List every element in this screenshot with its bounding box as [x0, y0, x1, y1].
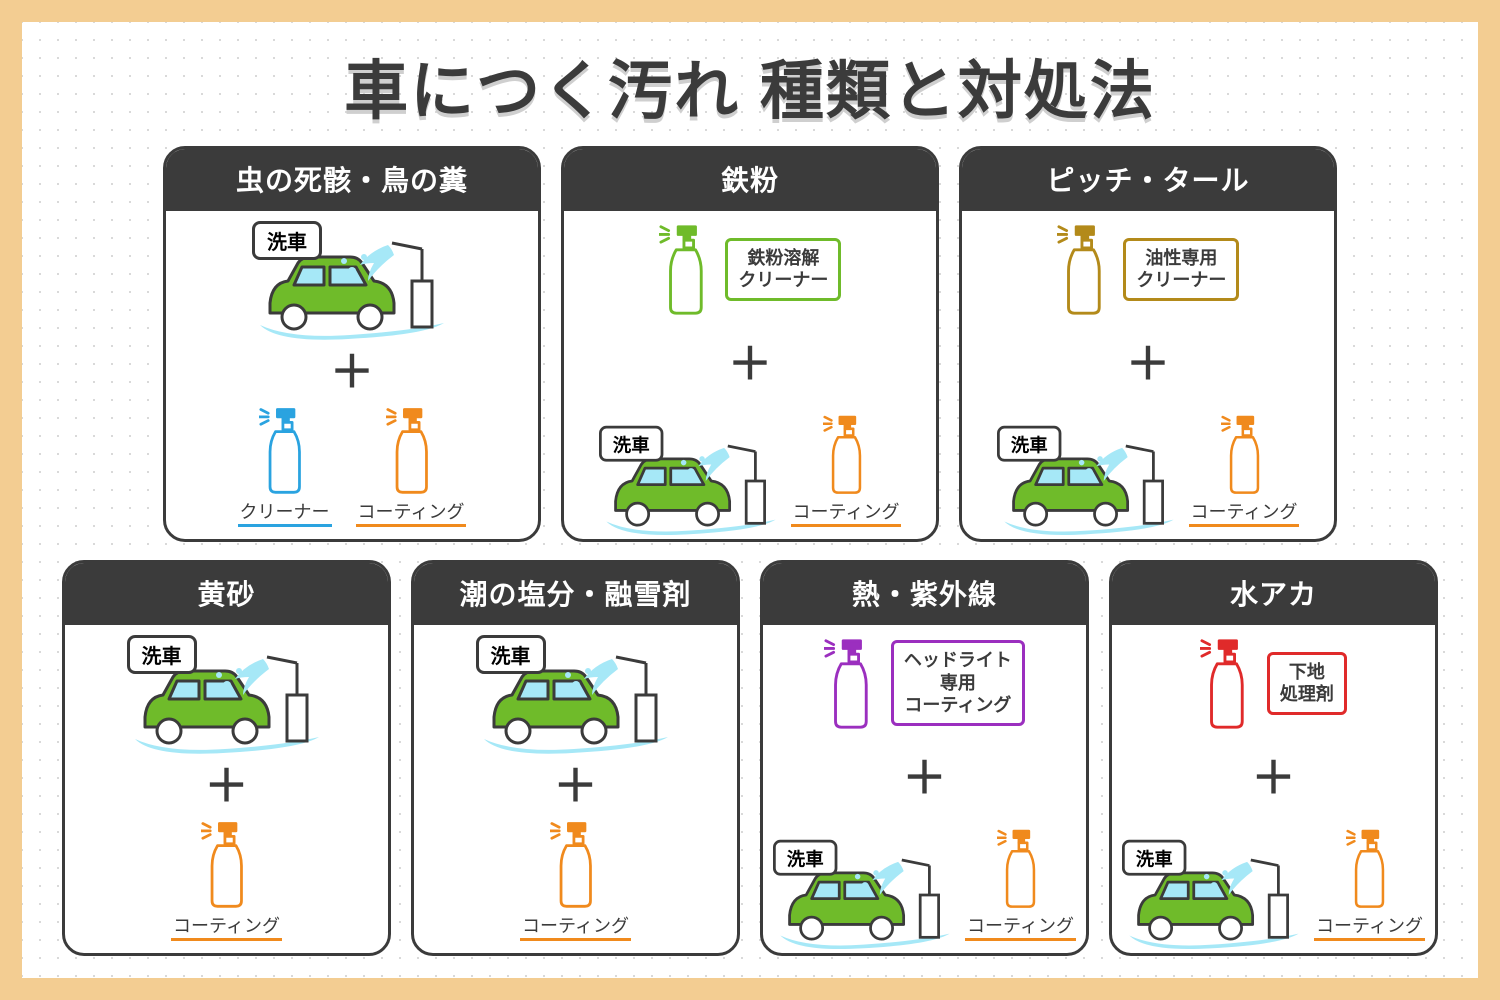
- spray-tag-block: 油性専用クリーナー: [1057, 221, 1240, 317]
- card-body: 洗車 ＋: [166, 211, 538, 539]
- spray-label: コーティング: [356, 498, 467, 527]
- spray-bottle-icon: [550, 818, 601, 910]
- bottom-wash-plus-spray: 洗車: [976, 412, 1320, 527]
- plus-icon: ＋: [554, 765, 598, 809]
- card-iron: 鉄粉 鉄粉溶解クリーナー ＋ 洗車: [561, 146, 939, 542]
- spray-bottle-icon: [997, 826, 1043, 910]
- wash-badge: 洗車: [599, 426, 663, 462]
- car-wash-block: 洗車: [599, 426, 765, 527]
- cleaner-tag: ヘッドライト専用コーティング: [891, 640, 1025, 726]
- rows: 虫の死骸・鳥の糞 洗車 ＋: [62, 146, 1438, 956]
- cleaner-tag: 油性専用クリーナー: [1123, 238, 1239, 301]
- bottom-one-spray: コーティング: [79, 818, 374, 941]
- wash-badge: 洗車: [252, 221, 322, 260]
- wash-badge: 洗車: [1122, 840, 1186, 876]
- spray-tag-block: 下地処理剤: [1200, 635, 1347, 731]
- plus-icon: ＋: [728, 343, 772, 387]
- cleaner-tag: 鉄粉溶解クリーナー: [725, 238, 841, 301]
- spray-with-label: コーティング: [965, 826, 1076, 941]
- spray-bottle-icon: [824, 635, 877, 731]
- card-bugs: 虫の死骸・鳥の糞 洗車 ＋: [163, 146, 541, 542]
- spray-bottle-icon: [1346, 826, 1392, 910]
- card-body: 油性専用クリーナー ＋ 洗車: [962, 211, 1334, 539]
- spray-bottle-icon: [259, 404, 310, 496]
- bottom-one-spray: コーティング: [428, 818, 723, 941]
- car-wash-block: 洗車: [997, 426, 1163, 527]
- spray-with-label: コーティング: [356, 404, 467, 527]
- bottom-wash-plus-spray: 洗車: [578, 412, 922, 527]
- row-1: 虫の死骸・鳥の糞 洗車 ＋: [62, 146, 1438, 542]
- cleaner-tag: 下地処理剤: [1267, 652, 1347, 715]
- card-salt: 潮の塩分・融雪剤 洗車 ＋: [411, 560, 740, 956]
- bottom-wash-plus-spray: 洗車: [1126, 826, 1421, 941]
- spray-with-label: コーティング: [171, 818, 282, 941]
- spray-with-label: コーティング: [1314, 826, 1425, 941]
- spray-with-label: コーティング: [791, 412, 902, 527]
- spray-label: クリーナー: [238, 498, 332, 527]
- car-wash-block: 洗車: [773, 840, 939, 941]
- spray-with-label: クリーナー: [238, 404, 332, 527]
- card-header: 虫の死骸・鳥の糞: [166, 149, 538, 211]
- spray-label: コーティング: [791, 498, 902, 527]
- card-body: 下地処理剤 ＋ 洗車: [1112, 625, 1435, 953]
- card-body: 洗車 ＋: [414, 625, 737, 953]
- spray-bottle-icon: [386, 404, 437, 496]
- spray-bottle-icon: [201, 818, 252, 910]
- card-body: 鉄粉溶解クリーナー ＋ 洗車: [564, 211, 936, 539]
- spray-tag-block: 鉄粉溶解クリーナー: [659, 221, 842, 317]
- card-header: 熱・紫外線: [763, 563, 1086, 625]
- spray-label: コーティング: [1189, 498, 1300, 527]
- wash-badge: 洗車: [476, 635, 546, 674]
- card-pitch: ピッチ・タール 油性専用クリーナー ＋ 洗車: [959, 146, 1337, 542]
- card-waterstain: 水アカ 下地処理剤 ＋ 洗車: [1109, 560, 1438, 956]
- car-wash-block: 洗車: [127, 635, 327, 755]
- plus-icon: ＋: [1126, 343, 1170, 387]
- card-body: ヘッドライト専用コーティング ＋ 洗車: [763, 625, 1086, 953]
- wash-badge: 洗車: [997, 426, 1061, 462]
- spray-label: コーティング: [1314, 912, 1425, 941]
- plus-icon: ＋: [903, 757, 947, 801]
- bottom-two-sprays: クリーナー コーティング: [180, 404, 524, 527]
- bottom-wash-plus-spray: 洗車: [777, 826, 1072, 941]
- car-wash-block: 洗車: [476, 635, 676, 755]
- wash-badge: 洗車: [773, 840, 837, 876]
- plus-icon: ＋: [1252, 757, 1296, 801]
- spray-bottle-icon: [1057, 221, 1110, 317]
- card-header: 鉄粉: [564, 149, 936, 211]
- card-header: 水アカ: [1112, 563, 1435, 625]
- spray-bottle-icon: [823, 412, 869, 496]
- card-body: 洗車 ＋: [65, 625, 388, 953]
- spray-bottle-icon: [1200, 635, 1253, 731]
- infographic-canvas: 車につく汚れ 種類と対処法 虫の死骸・鳥の糞 洗車 ＋: [22, 22, 1478, 978]
- card-header: 黄砂: [65, 563, 388, 625]
- spray-label: コーティング: [171, 912, 282, 941]
- spray-with-label: コーティング: [520, 818, 631, 941]
- plus-icon: ＋: [205, 765, 249, 809]
- card-header: ピッチ・タール: [962, 149, 1334, 211]
- car-wash-block: 洗車: [252, 221, 452, 341]
- card-sand: 黄砂 洗車 ＋: [62, 560, 391, 956]
- spray-bottle-icon: [659, 221, 712, 317]
- plus-icon: ＋: [330, 351, 374, 395]
- spray-with-label: コーティング: [1189, 412, 1300, 527]
- spray-tag-block: ヘッドライト専用コーティング: [824, 635, 1025, 731]
- spray-label: コーティング: [965, 912, 1076, 941]
- spray-bottle-icon: [1221, 412, 1267, 496]
- card-header: 潮の塩分・融雪剤: [414, 563, 737, 625]
- spray-label: コーティング: [520, 912, 631, 941]
- car-wash-block: 洗車: [1122, 840, 1288, 941]
- wash-badge: 洗車: [127, 635, 197, 674]
- card-uv: 熱・紫外線 ヘッドライト専用コーティング ＋ 洗車: [760, 560, 1089, 956]
- page-title: 車につく汚れ 種類と対処法: [62, 40, 1438, 132]
- row-2: 黄砂 洗車 ＋: [62, 560, 1438, 956]
